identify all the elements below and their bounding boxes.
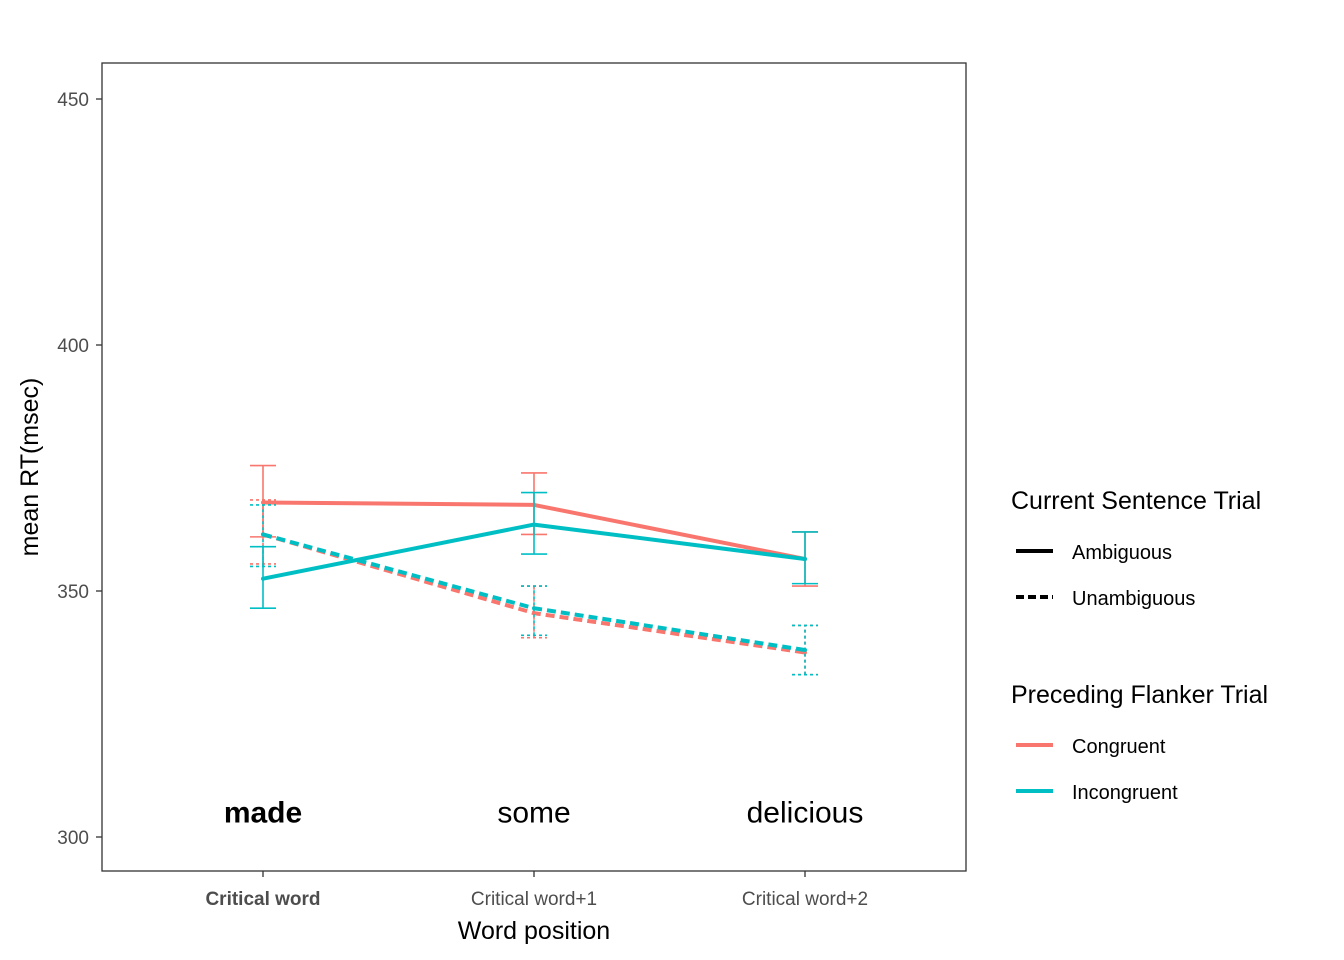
plot-panel bbox=[101, 62, 967, 872]
legend-label: Congruent bbox=[1072, 736, 1166, 758]
legend-label: Incongruent bbox=[1072, 782, 1178, 804]
series-layer bbox=[250, 464, 818, 676]
legend-title: Current Sentence Trial bbox=[1011, 487, 1261, 515]
legend-title: Preceding Flanker Trial bbox=[1011, 681, 1268, 709]
data-point bbox=[532, 522, 536, 527]
data-point bbox=[803, 648, 807, 653]
series-incongruent-unambiguous bbox=[250, 504, 818, 676]
series-incongruent-ambiguous bbox=[250, 491, 818, 610]
legend-label: Ambiguous bbox=[1072, 542, 1172, 564]
legend-group: Preceding Flanker Trial Congruent Incongru… bbox=[1011, 681, 1268, 804]
y-axis: 300 350 400 450 bbox=[57, 90, 102, 849]
word-annotation: made bbox=[224, 796, 302, 829]
y-tick-label: 400 bbox=[57, 336, 89, 357]
data-point bbox=[261, 576, 265, 581]
data-point bbox=[803, 557, 807, 562]
y-tick-label: 350 bbox=[57, 582, 89, 603]
y-tick-label: 450 bbox=[57, 90, 89, 111]
data-point bbox=[532, 611, 536, 616]
y-tick-label: 300 bbox=[57, 828, 89, 849]
x-tick-label: Critical word bbox=[205, 889, 320, 910]
word-annotation: some bbox=[497, 796, 570, 829]
data-point bbox=[261, 532, 265, 537]
x-axis: Critical word Critical word+1 Critical wor… bbox=[205, 871, 868, 910]
data-point bbox=[532, 606, 536, 611]
x-tick-label: Critical word+1 bbox=[471, 889, 597, 910]
legend-group: Current Sentence Trial Ambiguous Unambiguo… bbox=[1011, 487, 1261, 610]
x-tick-label: Critical word+2 bbox=[742, 889, 868, 910]
word-annotation: delicious bbox=[747, 796, 864, 829]
y-axis-title: mean RT(msec) bbox=[16, 378, 44, 557]
x-axis-title: Word position bbox=[458, 917, 610, 945]
word-annotations: made some delicious bbox=[224, 796, 864, 829]
legend: Current Sentence Trial Ambiguous Unambiguo… bbox=[1011, 487, 1268, 804]
legend-label: Unambiguous bbox=[1072, 588, 1195, 610]
